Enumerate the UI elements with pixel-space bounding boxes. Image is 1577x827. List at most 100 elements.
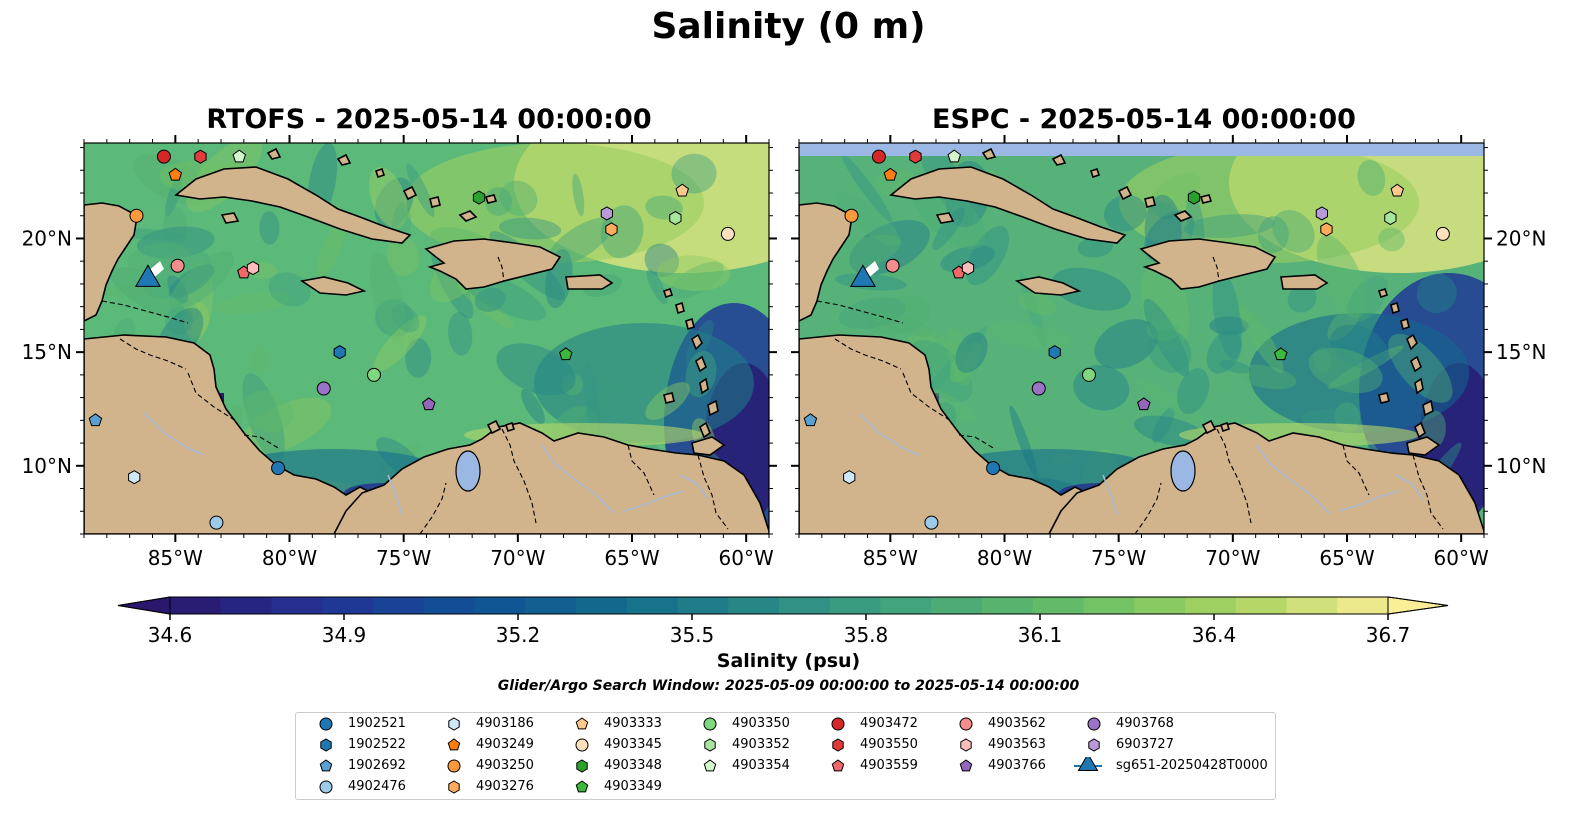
legend-label: 4903354 [732,758,790,773]
pentagon-icon [831,759,845,772]
map-panel-espc: 85°W 80°W 75°W 70°W 65°W 60°W 10°N 15°N 20°N [791,135,1546,570]
legend-label: sg651-20250428T0000 [1116,758,1268,773]
map-panel-rtofs: 85°W 80°W 75°W 70°W 65°W 60°W 10°N 15°N 20°N [22,135,777,570]
legend-label: 6903727 [1116,737,1174,752]
circle-marker-icon [575,738,589,752]
legend-label: 4903249 [476,737,534,752]
map-ticks: 85°W 80°W 75°W 70°W 65°W 60°W 10°N 15°N 20°N [791,135,1546,570]
obs-marker-1902522 [333,345,346,360]
pentagon-marker-icon [959,759,973,772]
obs-marker-4903249 [168,167,183,181]
pentagon-icon [319,759,333,772]
obs-marker-sg651-20250428T0000 [134,264,161,287]
obs-marker-4903352 [1384,210,1397,226]
legend-label: 4903768 [1116,716,1174,731]
obs-marker-4903348 [472,190,486,205]
circle-marker-icon [319,780,333,794]
hexagon-icon [576,759,588,773]
lon-tick-label: 60°W [1434,546,1489,570]
pentagon-marker-icon [831,759,845,772]
colorbar-label: Salinity (psu) [716,650,861,672]
obs-marker-4903250 [844,208,859,223]
lake-maracaibo [455,450,481,492]
hexagon-icon [960,738,972,752]
hexagon-icon [1088,738,1100,752]
lon-tick-label: 65°W [604,546,659,570]
obs-marker-4903350 [366,367,381,382]
obs-marker-4902476 [924,515,939,530]
pentagon-marker-icon [575,717,589,730]
colorbar-segment [1134,597,1186,614]
obs-marker-4903349 [559,347,573,361]
obs-marker-4902476 [209,515,224,530]
legend-label: 4903562 [988,716,1046,731]
circle-marker-icon [959,717,973,731]
colorbar-segment [170,597,222,614]
hexagon-marker-icon [320,738,332,752]
circle-marker-icon [703,717,717,731]
obs-marker-4903550 [909,149,922,164]
colorbar-segment [1083,597,1135,614]
colorbar-segment [829,597,882,614]
colorbar-tick-label: 34.9 [322,623,367,647]
lat-tick-label: 15°N [1496,340,1546,364]
obs-marker-4903345 [720,226,735,241]
obs-marker-4903562 [170,258,185,273]
colorbar-segment [525,597,577,614]
circle-icon [319,717,333,731]
legend-label: 4903563 [988,737,1046,752]
hexagon-marker-icon [576,759,588,773]
obs-marker-1902522 [1048,345,1061,360]
colorbar-segment [1235,597,1288,614]
obs-marker-4903766 [1137,397,1151,411]
panel-title-espc: ESPC - 2025-05-14 00:00:00 [932,104,1356,135]
legend-label: 1902692 [348,758,406,773]
lon-tick-label: 85°W [148,546,203,570]
colorbar-segment [373,597,425,614]
obs-marker-4903563 [246,260,260,276]
colorbar-segment [626,597,679,614]
legend-label: 4903345 [604,737,662,752]
pentagon-marker-icon [319,759,333,772]
legend-label: 1902522 [348,737,406,752]
colorbar-segment [576,597,628,614]
colorbar-segment [1032,597,1085,614]
pentagon-icon [575,717,589,730]
obs-marker-4903350 [1081,367,1096,382]
colorbar-segment [423,597,476,614]
circle-icon [959,717,973,731]
colorbar-extend-min [117,596,171,615]
lon-tick-label: 85°W [863,546,918,570]
search-window-text: Glider/Argo Search Window: 2025-05-09 00… [497,678,1080,694]
hexagon-marker-icon [448,780,460,794]
lake-maracaibo [1170,450,1196,492]
obs-marker-4903562 [885,258,900,273]
legend: 1902521 1902522 1902692 4902476 4903186 49032… [295,712,1276,800]
lon-tick-label: 70°W [1205,546,1260,570]
hexagon-icon [448,717,460,731]
hexagon-icon [832,738,844,752]
obs-marker-1902692 [88,413,103,427]
obs-marker-4903349 [1274,347,1288,361]
colorbar-tick-label: 34.6 [148,623,193,647]
obs-marker-4903276 [605,222,618,237]
lat-tick-label: 15°N [22,340,72,364]
obs-marker-4903250 [129,208,144,223]
obs-marker-1902692 [803,413,818,427]
obs-marker-4903766 [422,397,436,411]
hexagon-icon [448,780,460,794]
pentagon-icon [447,738,461,751]
hexagon-marker-icon [448,717,460,731]
legend-label: 4902476 [348,779,406,794]
obs-marker-4903249 [883,167,898,181]
legend-label: 4903250 [476,758,534,773]
colorbar-extend-max [1387,596,1449,615]
obs-marker-4903472 [156,149,171,164]
legend-label: 4903348 [604,758,662,773]
hexagon-marker-icon [704,738,716,752]
lon-tick-label: 80°W [262,546,317,570]
obs-marker-4903186 [128,470,141,485]
colorbar-segment [271,597,323,614]
obs-marker-4903348 [1187,190,1201,205]
